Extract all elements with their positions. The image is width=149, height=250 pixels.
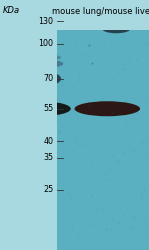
Text: 35: 35 bbox=[44, 153, 54, 162]
Ellipse shape bbox=[19, 54, 61, 61]
Text: mouse lung/mouse liver: mouse lung/mouse liver bbox=[52, 8, 149, 16]
Ellipse shape bbox=[17, 59, 63, 68]
Text: 70: 70 bbox=[44, 74, 54, 83]
Ellipse shape bbox=[74, 101, 140, 116]
Ellipse shape bbox=[102, 24, 130, 33]
Text: KDa: KDa bbox=[3, 6, 20, 15]
Text: 40: 40 bbox=[44, 137, 54, 146]
Bar bbox=[57, 0, 149, 30]
Text: 130: 130 bbox=[39, 17, 54, 26]
Ellipse shape bbox=[19, 102, 71, 116]
Text: 100: 100 bbox=[39, 39, 54, 48]
Bar bbox=[0, 0, 57, 250]
Text: 55: 55 bbox=[43, 104, 54, 113]
Text: 25: 25 bbox=[43, 186, 54, 194]
Ellipse shape bbox=[10, 187, 38, 193]
Ellipse shape bbox=[19, 71, 61, 87]
